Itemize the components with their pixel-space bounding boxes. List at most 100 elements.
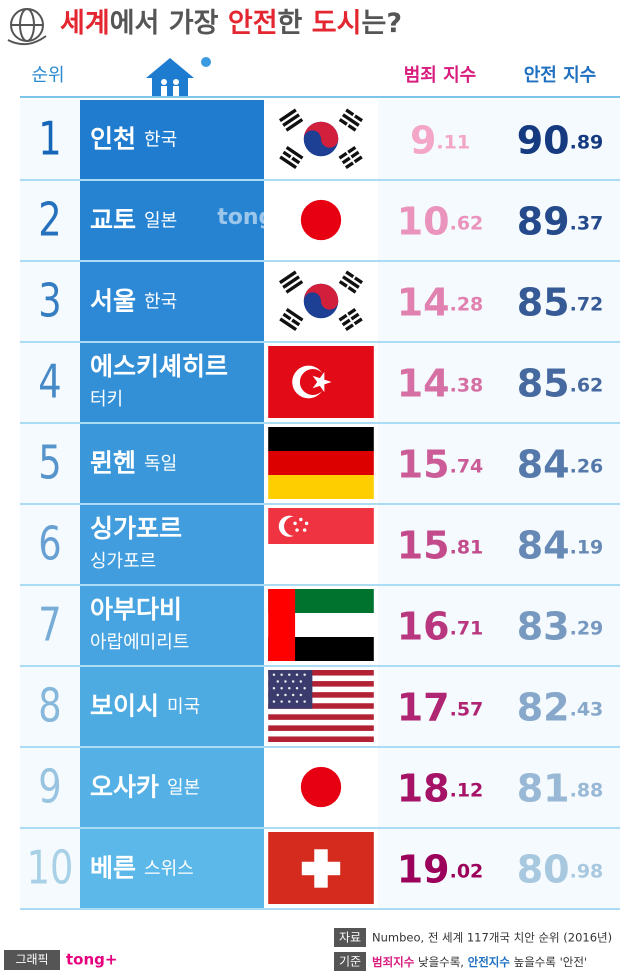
flag xyxy=(268,751,374,823)
flag xyxy=(268,103,374,175)
safety-index: 83.29 xyxy=(517,604,604,648)
title-part: 한 xyxy=(278,8,312,39)
decimal-part: .71 xyxy=(450,617,484,639)
basis-part: 높을수록 '안전' xyxy=(510,955,587,969)
crime-header: 범죄 지수 xyxy=(404,65,477,86)
rank: 2 xyxy=(38,193,61,247)
globe-icon xyxy=(7,8,47,46)
rank: 6 xyxy=(38,517,61,571)
safety-index: 82.43 xyxy=(517,685,604,729)
graphic-label: 그래픽 xyxy=(15,953,48,967)
city-cell xyxy=(80,667,264,746)
rank: 1 xyxy=(38,112,61,166)
integer-part: 17 xyxy=(397,685,450,729)
safety-index: 89.37 xyxy=(517,199,604,243)
basis-part: 낮을수록, xyxy=(414,955,467,969)
city-line: 서울 한국 xyxy=(90,287,177,316)
city-line: 보이시 미국 xyxy=(90,692,200,721)
crime-index: 9.11 xyxy=(410,118,470,162)
city-cell xyxy=(80,505,264,584)
graphic-label-box xyxy=(4,950,60,970)
flag xyxy=(268,508,374,580)
decimal-part: .88 xyxy=(570,779,604,801)
decimal-part: .43 xyxy=(570,698,604,720)
rank: 3 xyxy=(38,274,61,328)
decimal-part: .11 xyxy=(436,131,470,153)
city: 아부다비 xyxy=(90,595,182,624)
basis: 범죄지수 낮을수록, 안전지수 높을수록 '안전' xyxy=(372,955,587,969)
city-line: 교토 일본 xyxy=(90,206,177,235)
decimal-part: .12 xyxy=(450,779,484,801)
title-part: 안전 xyxy=(228,8,278,39)
rank: 5 xyxy=(38,436,61,490)
basis-label-box xyxy=(334,952,366,971)
flag xyxy=(268,427,374,499)
city: 싱가포르 xyxy=(90,514,182,543)
country: 일본 xyxy=(144,211,177,232)
decimal-part: .72 xyxy=(570,293,604,315)
decimal-part: .74 xyxy=(450,455,484,477)
decimal-part: .19 xyxy=(570,536,604,558)
safety-index: 85.62 xyxy=(517,361,604,405)
city-cell xyxy=(80,424,264,503)
decimal-part: .81 xyxy=(450,536,484,558)
safety-index: 84.26 xyxy=(517,442,604,486)
integer-part: 85 xyxy=(517,361,570,405)
crime-index: 16.71 xyxy=(397,604,484,648)
title-part: 도시 xyxy=(312,8,362,39)
city-line: 오사카 일본 xyxy=(90,773,200,802)
decimal-part: .37 xyxy=(570,212,604,234)
city-line: 뮌헨 독일 xyxy=(90,449,177,478)
flag xyxy=(268,832,374,904)
city-line: 인천 한국 xyxy=(90,125,177,154)
integer-part: 85 xyxy=(517,280,570,324)
decimal-part: .57 xyxy=(450,698,484,720)
basis-part: 범죄지수 xyxy=(372,955,415,969)
city-cell xyxy=(80,829,264,908)
city: 교토 xyxy=(90,206,136,235)
source-label: 자료 xyxy=(339,931,361,945)
city: 서울 xyxy=(90,287,136,316)
integer-part: 18 xyxy=(397,766,450,810)
country: 한국 xyxy=(144,292,177,313)
basis-label: 기준 xyxy=(339,955,361,969)
rank: 7 xyxy=(38,598,61,652)
flag xyxy=(268,346,374,418)
integer-part: 89 xyxy=(517,199,570,243)
integer-part: 15 xyxy=(397,442,450,486)
title-part: 에서 가장 xyxy=(110,8,228,39)
decimal-part: .02 xyxy=(450,860,484,882)
decimal-part: .29 xyxy=(570,617,604,639)
city: 베른 xyxy=(90,854,136,883)
city-cell xyxy=(80,586,264,665)
integer-part: 9 xyxy=(410,118,436,162)
flag xyxy=(268,670,374,742)
safety-index: 85.72 xyxy=(517,280,604,324)
crime-index: 19.02 xyxy=(397,847,484,891)
city: 보이시 xyxy=(90,692,159,721)
city-cell xyxy=(80,181,264,260)
crime-index: 17.57 xyxy=(397,685,484,729)
integer-part: 81 xyxy=(517,766,570,810)
integer-part: 16 xyxy=(397,604,450,648)
integer-part: 84 xyxy=(517,523,570,567)
decimal-part: .38 xyxy=(450,374,484,396)
crime-index: 10.62 xyxy=(397,199,484,243)
city-cell xyxy=(80,100,264,179)
integer-part: 15 xyxy=(397,523,450,567)
brand: tong+ xyxy=(66,951,117,969)
decimal-part: .98 xyxy=(570,860,604,882)
rank-header: 순위 xyxy=(31,65,64,86)
country: 독일 xyxy=(144,454,177,475)
safety-index: 81.88 xyxy=(517,766,604,810)
city-cell xyxy=(80,262,264,341)
rank: 9 xyxy=(38,760,61,814)
integer-part: 14 xyxy=(397,280,450,324)
integer-part: 80 xyxy=(517,847,570,891)
flag xyxy=(268,589,374,661)
decimal-part: .62 xyxy=(450,212,484,234)
country: 일본 xyxy=(167,778,200,799)
integer-part: 82 xyxy=(517,685,570,729)
watermark: tong+ xyxy=(217,205,292,230)
